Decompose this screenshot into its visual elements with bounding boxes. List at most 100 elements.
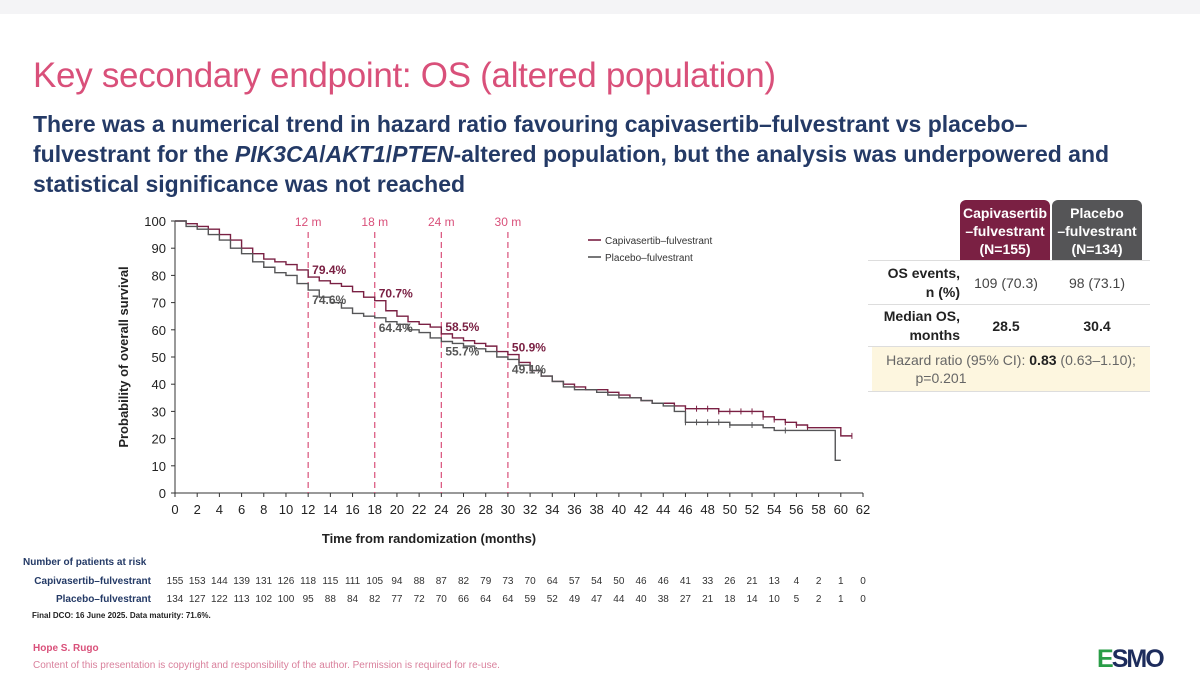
median-os-cap: 28.5 (992, 317, 1020, 334)
risk-count: 40 (635, 594, 647, 605)
y-tick-label: 50 (152, 350, 166, 365)
os-summary-table: Capivasertib –fulvestrant (N=155) Placeb… (868, 200, 1150, 392)
risk-count: 26 (724, 576, 736, 587)
risk-count: 105 (366, 576, 384, 587)
median-os-pla: 30.4 (1083, 317, 1111, 334)
pla-timepoint-value: 74.6% (312, 293, 346, 307)
y-tick-label: 30 (152, 404, 166, 419)
risk-count: 46 (635, 576, 647, 587)
x-tick-label: 24 (434, 502, 448, 517)
y-tick-label: 10 (152, 459, 166, 474)
x-tick-label: 22 (412, 502, 426, 517)
x-tick-label: 36 (567, 502, 581, 517)
risk-count: 2 (815, 594, 822, 605)
x-tick-label: 30 (501, 502, 515, 517)
subtitle-slash-1: / (319, 141, 326, 167)
risk-count: 64 (502, 594, 514, 605)
risk-count: 134 (166, 594, 184, 605)
hazard-ratio-value: 0.83 (1029, 352, 1057, 368)
risk-count: 0 (860, 576, 866, 587)
risk-count: 21 (746, 576, 758, 587)
os-events-pla: 98 (73.1) (1068, 274, 1126, 291)
risk-count: 155 (166, 576, 184, 587)
x-tick-label: 0 (171, 502, 178, 517)
x-tick-label: 16 (345, 502, 359, 517)
cap-timepoint-value: 70.7% (379, 287, 413, 301)
risk-count: 118 (300, 576, 317, 587)
x-tick-label: 44 (656, 502, 670, 517)
risk-count: 111 (344, 576, 361, 587)
author-name: Hope S. Rugo (33, 643, 99, 654)
top-bar (0, 0, 1200, 14)
risk-count: 144 (211, 576, 228, 587)
risk-count: 52 (546, 594, 558, 605)
x-tick-label: 60 (834, 502, 848, 517)
x-tick-label: 20 (390, 502, 404, 517)
risk-count: 33 (702, 576, 714, 587)
risk-count: 54 (591, 576, 603, 587)
risk-count: 100 (277, 594, 295, 605)
slide-title: Key secondary endpoint: OS (altered popu… (33, 56, 776, 95)
gene-pten: PTEN (392, 141, 454, 167)
risk-count: 38 (657, 594, 669, 605)
x-tick-label: 62 (856, 502, 870, 517)
os-events-label: OS events, n (%) (887, 264, 960, 300)
x-tick-label: 8 (260, 502, 267, 517)
risk-count: 41 (679, 576, 691, 587)
capivasertib-curve (175, 220, 852, 437)
risk-count: 88 (324, 594, 336, 605)
y-tick-label: 0 (159, 486, 166, 501)
os-events-cap: 109 (70.3) (974, 274, 1038, 291)
risk-count: 10 (768, 594, 780, 605)
risk-count: 131 (255, 576, 273, 587)
gene-pik3ca: PIK3CA (234, 141, 320, 167)
risk-count: 87 (435, 576, 447, 587)
risk-count: 50 (613, 576, 625, 587)
x-tick-label: 2 (194, 502, 201, 517)
risk-count: 70 (524, 576, 536, 587)
risk-count: 46 (657, 576, 669, 587)
cap-timepoint-value: 58.5% (445, 320, 479, 334)
subtitle-part-1: There was a numerical trend in hazard ra… (33, 111, 1028, 167)
y-tick-label: 70 (152, 296, 166, 311)
placebo-curve (175, 220, 841, 462)
risk-count: 66 (457, 594, 470, 605)
risk-count: 57 (568, 576, 581, 587)
cap-timepoint-value: 79.4% (312, 263, 346, 277)
risk-count: 72 (413, 594, 425, 605)
risk-count: 2 (815, 576, 822, 587)
risk-count: 82 (369, 594, 381, 605)
risk-count: 49 (568, 594, 581, 605)
slide-subtitle: There was a numerical trend in hazard ra… (33, 109, 1143, 199)
header-placebo: Placebo –fulvestrant (N=134) (1052, 200, 1142, 260)
x-tick-label: 4 (216, 502, 223, 517)
x-tick-label: 46 (678, 502, 692, 517)
risk-count: 59 (524, 594, 536, 605)
risk-count: 5 (793, 594, 800, 605)
risk-count: 13 (768, 576, 780, 587)
x-tick-label: 40 (612, 502, 626, 517)
risk-count: 44 (613, 594, 625, 605)
risk-count: 1 (838, 576, 844, 587)
dco-note: Final DCO: 16 June 2025. Data maturity: … (32, 611, 211, 620)
pla-timepoint-value: 49.1% (512, 362, 546, 376)
x-tick-label: 42 (634, 502, 648, 517)
risk-count: 47 (591, 594, 603, 605)
x-tick-label: 48 (700, 502, 714, 517)
risk-count: 73 (502, 576, 514, 587)
risk-count: 0 (860, 594, 866, 605)
y-tick-label: 90 (152, 241, 166, 256)
x-tick-label: 34 (545, 502, 559, 517)
y-tick-label: 100 (144, 214, 166, 229)
risk-count: 14 (746, 594, 758, 605)
risk-count: 64 (546, 576, 558, 587)
timepoint-label: 24 m (428, 215, 455, 229)
cap-timepoint-value: 50.9% (512, 341, 546, 355)
esmo-logo: ESMO (1097, 645, 1165, 673)
y-tick-label: 80 (152, 268, 166, 283)
x-tick-label: 12 (301, 502, 315, 517)
x-tick-label: 18 (368, 502, 382, 517)
risk-table-title: Number of patients at risk (23, 557, 147, 568)
